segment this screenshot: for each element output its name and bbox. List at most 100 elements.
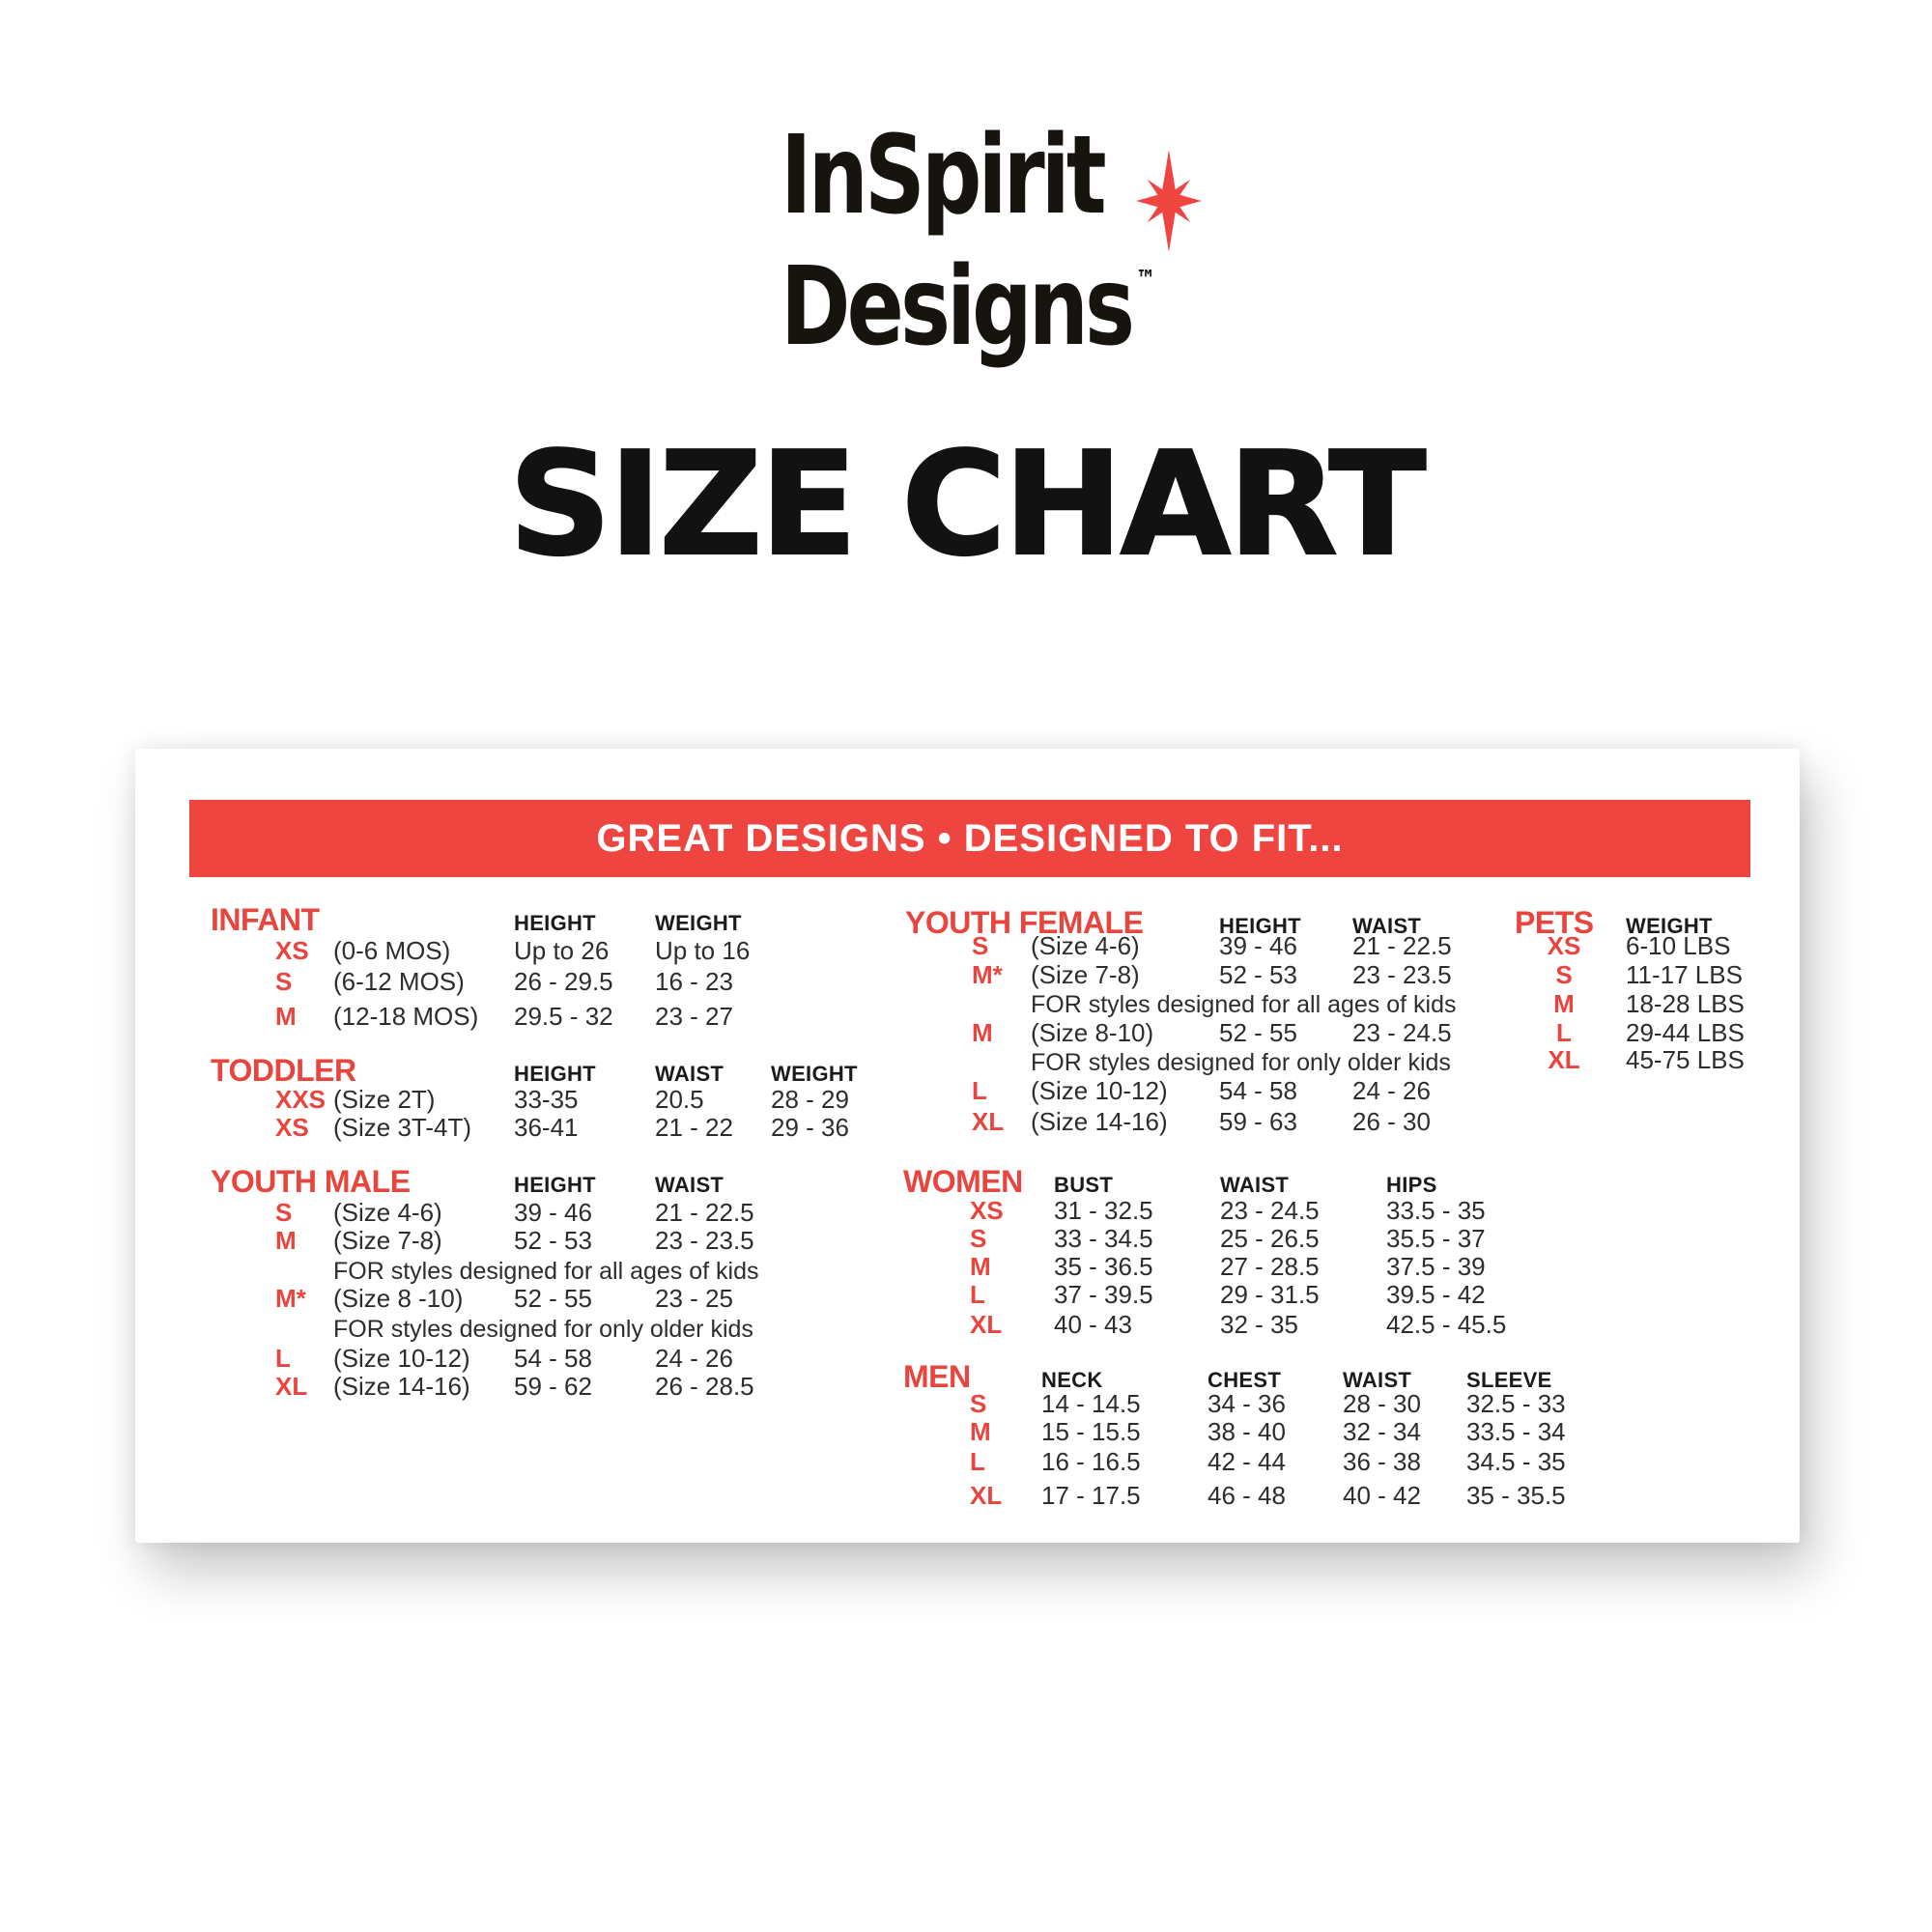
value-cell: 11-17 LBS — [1626, 960, 1743, 989]
size-label: XL — [970, 1310, 1003, 1339]
size-row: XL 17 - 17.5 46 - 48 40 - 42 35 - 35.5 — [903, 1481, 1676, 1511]
column-header: CHEST — [1208, 1368, 1282, 1392]
value-cell: 15 - 15.5 — [1041, 1417, 1141, 1446]
section-title: YOUTH FEMALE — [905, 905, 1144, 940]
value-cell: 16 - 16.5 — [1041, 1447, 1141, 1476]
size-row: XS (0-6 MOS) Up to 26 Up to 16 — [211, 936, 1003, 966]
size-desc: (12-18 MOS) — [333, 1002, 479, 1031]
size-row: S (Size 4-6) 39 - 46 21 - 22.5 — [905, 931, 1678, 961]
size-row: S (Size 4-6) 39 - 46 21 - 22.5 — [211, 1198, 1003, 1228]
size-desc: (Size 7-8) — [1031, 960, 1140, 989]
value-cell: 17 - 17.5 — [1041, 1481, 1141, 1510]
size-desc: (Size 8-10) — [1031, 1018, 1154, 1047]
section-title: YOUTH MALE — [211, 1164, 411, 1199]
note-text: FOR styles designed for all ages of kids — [1031, 991, 1457, 1018]
column-header: HEIGHT — [514, 1173, 596, 1197]
value-cell: 46 - 48 — [1208, 1481, 1286, 1510]
size-desc: (6-12 MOS) — [333, 967, 465, 996]
value-cell: Up to 26 — [514, 936, 610, 965]
section-women: WOMEN BUST WAIST HIPS XS 31 - 32.5 23 - … — [903, 1164, 1676, 1348]
sparkle-star-icon — [1136, 150, 1202, 252]
value-cell: 52 - 55 — [1219, 1018, 1297, 1047]
size-row: L 29-44 LBS — [1515, 1018, 1824, 1048]
size-label: S — [275, 1198, 293, 1227]
value-cell: 33 - 34.5 — [1054, 1224, 1153, 1253]
value-cell: 52 - 53 — [514, 1226, 592, 1255]
section-title: WOMEN — [903, 1164, 1023, 1199]
banner-text: GREAT DESIGNS • DESIGNED TO FIT... — [596, 816, 1344, 860]
note-row: FOR styles designed for all ages of kids — [905, 990, 1678, 1019]
size-chart-card — [135, 749, 1800, 1543]
column-header: WAIST — [1343, 1368, 1412, 1392]
size-desc: (Size 14-16) — [1031, 1107, 1168, 1136]
size-label: M — [275, 1226, 297, 1255]
value-cell: 26 - 30 — [1352, 1107, 1431, 1136]
size-label: M — [970, 1417, 991, 1446]
brand-logo-text: InSpirit Designs ™ — [781, 122, 1155, 361]
value-cell: 42.5 - 45.5 — [1386, 1310, 1507, 1339]
size-row: S (6-12 MOS) 26 - 29.5 16 - 23 — [211, 967, 1003, 997]
value-cell: 29 - 31.5 — [1220, 1280, 1320, 1309]
brand-logo: InSpirit Designs ™ — [781, 122, 1264, 365]
size-desc: (Size 8 -10) — [333, 1284, 464, 1313]
size-row: XS (Size 3T-4T) 36-41 21 - 22 29 - 36 — [211, 1113, 1003, 1143]
value-cell: 37.5 - 39 — [1386, 1252, 1486, 1281]
value-cell: 16 - 23 — [655, 967, 733, 996]
size-row: L (Size 10-12) 54 - 58 24 - 26 — [905, 1076, 1678, 1106]
column-header: HEIGHT — [514, 911, 596, 935]
value-cell: 23 - 24.5 — [1352, 1018, 1452, 1047]
value-cell: 35.5 - 37 — [1386, 1224, 1486, 1253]
size-label: XS — [1547, 931, 1581, 960]
value-cell: 21 - 22.5 — [655, 1198, 754, 1227]
note-text: FOR styles designed for only older kids — [333, 1316, 753, 1343]
size-row: L 16 - 16.5 42 - 44 36 - 38 34.5 - 35 — [903, 1447, 1676, 1477]
size-label: XL — [1548, 1045, 1580, 1074]
value-cell: 23 - 23.5 — [655, 1226, 754, 1255]
size-desc: (0-6 MOS) — [333, 936, 451, 965]
size-row: M (Size 8-10) 52 - 55 23 - 24.5 — [905, 1018, 1678, 1048]
section-title: PETS — [1515, 905, 1594, 940]
size-desc: (Size 2T) — [333, 1085, 436, 1114]
note-row: FOR styles designed for only older kids — [905, 1048, 1678, 1077]
value-cell: 39 - 46 — [514, 1198, 592, 1227]
section-toddler: TODDLER HEIGHT WAIST WEIGHT XXS (Size 2T… — [211, 1053, 1003, 1150]
section-title: INFANT — [211, 902, 320, 937]
size-label: M* — [275, 1284, 306, 1313]
section-youth-male: YOUTH MALE HEIGHT WAIST S (Size 4-6) 39 … — [211, 1164, 1003, 1406]
size-label: S — [970, 1224, 987, 1253]
size-label: S — [275, 967, 293, 996]
column-header: WAIST — [655, 1173, 724, 1197]
value-cell: 14 - 14.5 — [1041, 1389, 1141, 1418]
size-label: XS — [275, 1113, 309, 1142]
size-label: XXS — [275, 1085, 327, 1114]
value-cell: 33.5 - 34 — [1466, 1417, 1566, 1446]
column-header: WAIST — [655, 1062, 724, 1086]
size-label: L — [972, 1076, 987, 1105]
size-label: XS — [275, 936, 309, 965]
value-cell: 28 - 29 — [771, 1085, 849, 1114]
section-pets: PETS WEIGHT XS 6-10 LBS S 11-17 LBS M 18… — [1515, 905, 1824, 1084]
value-cell: 29.5 - 32 — [514, 1002, 613, 1031]
value-cell: 54 - 58 — [514, 1344, 592, 1373]
size-desc: (Size 7-8) — [333, 1226, 442, 1255]
size-row: S 14 - 14.5 34 - 36 28 - 30 32.5 - 33 — [903, 1389, 1676, 1419]
size-label: M* — [972, 960, 1003, 989]
column-header: SLEEVE — [1466, 1368, 1552, 1392]
size-label: M — [1553, 989, 1575, 1018]
size-label: L — [275, 1344, 291, 1373]
value-cell: 33.5 - 35 — [1386, 1196, 1486, 1225]
value-cell: 23 - 27 — [655, 1002, 733, 1031]
value-cell: 34.5 - 35 — [1466, 1447, 1566, 1476]
size-row: M (12-18 MOS) 29.5 - 32 23 - 27 — [211, 1002, 1003, 1032]
value-cell: 23 - 23.5 — [1352, 960, 1452, 989]
value-cell: 35 - 36.5 — [1054, 1252, 1153, 1281]
value-cell: 45-75 LBS — [1626, 1045, 1745, 1074]
value-cell: 38 - 40 — [1208, 1417, 1286, 1446]
value-cell: 27 - 28.5 — [1220, 1252, 1320, 1281]
value-cell: 32.5 - 33 — [1466, 1389, 1566, 1418]
column-header: WEIGHT — [771, 1062, 858, 1086]
column-header: WAIST — [1352, 914, 1422, 938]
section-infant: INFANT HEIGHT WEIGHT XS (0-6 MOS) Up to … — [211, 902, 1003, 1042]
size-label: M — [972, 1018, 993, 1047]
note-text: FOR styles designed for only older kids — [1031, 1049, 1451, 1076]
